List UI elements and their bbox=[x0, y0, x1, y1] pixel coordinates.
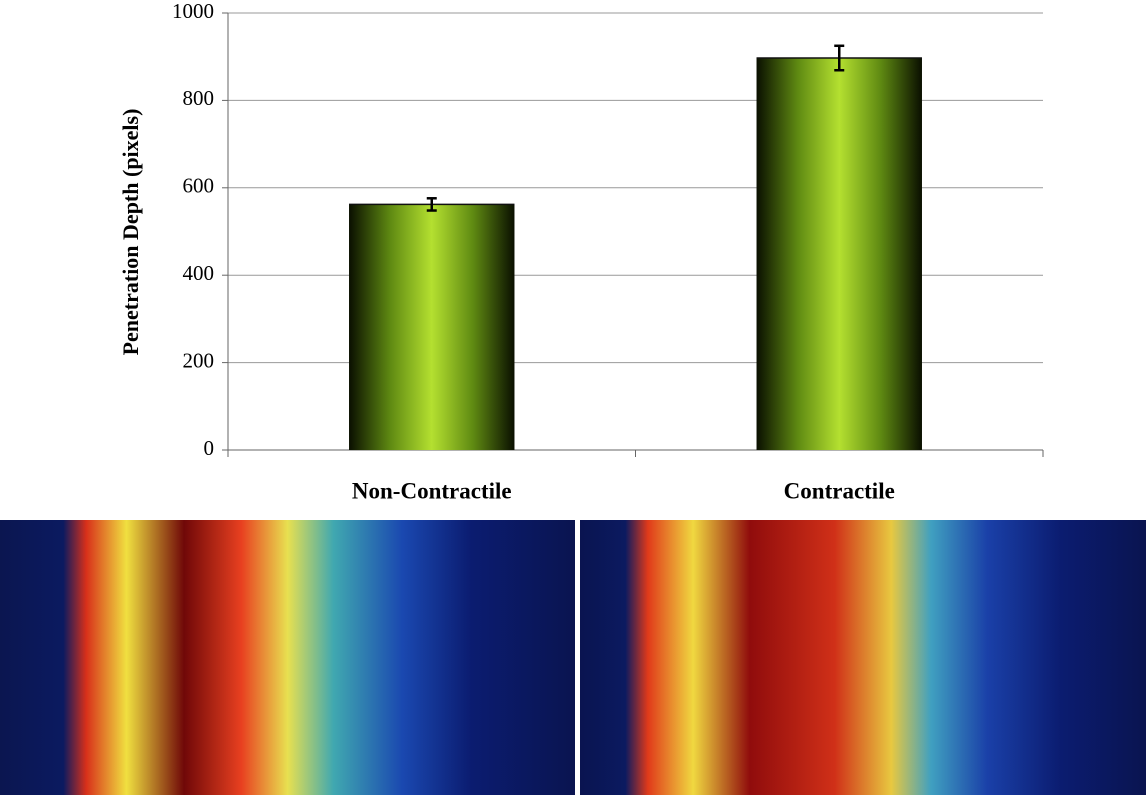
y-tick-label: 0 bbox=[204, 436, 215, 460]
y-axis-title: Penetration Depth (pixels) bbox=[118, 109, 143, 356]
figure: 0 200 400 600 800 1000 Non-Contractile Contract… bbox=[0, 0, 1146, 795]
y-tick-label: 600 bbox=[183, 174, 215, 198]
heatmap-image bbox=[0, 520, 575, 795]
x-tick-label: Non-Contractile bbox=[352, 478, 512, 503]
x-tick-label: Contractile bbox=[784, 478, 895, 503]
plot-area: 0 200 400 600 800 1000 Non-Contractile Contract… bbox=[172, 0, 1043, 503]
y-tick-label: 200 bbox=[183, 348, 215, 372]
bar bbox=[757, 58, 922, 450]
y-tick-label: 800 bbox=[183, 86, 215, 110]
page: 0 200 400 600 800 1000 Non-Contractile Contract… bbox=[0, 0, 1146, 795]
heatmap-image bbox=[580, 520, 1146, 795]
bar bbox=[349, 204, 514, 450]
y-tick-label: 400 bbox=[183, 261, 215, 285]
y-tick-label: 1000 bbox=[172, 0, 214, 23]
